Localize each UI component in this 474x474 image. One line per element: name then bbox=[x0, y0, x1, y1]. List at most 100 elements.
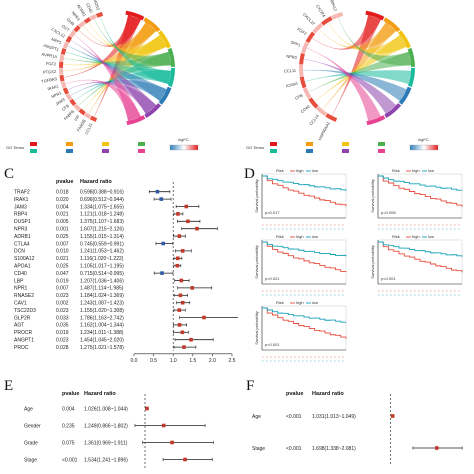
forest-row-pvalue: 0.021 bbox=[56, 212, 69, 218]
forest-row-hr: 1.241(1.053~1.462) bbox=[80, 249, 124, 255]
forest-row-label: Grade bbox=[24, 440, 38, 446]
km-curve-low bbox=[378, 241, 463, 257]
chord-a-gene-arc bbox=[59, 68, 64, 75]
forest-row-hr: 1.334(1.075~1.655) bbox=[80, 204, 124, 210]
forest-row-hr: 1.534(1.241~1.896) bbox=[84, 457, 128, 463]
chord-a-gene-label: NPR1 bbox=[50, 90, 62, 99]
chord-a-gene-label: FGF2 bbox=[46, 61, 57, 67]
forest-row-label: NPR3 bbox=[14, 227, 28, 233]
km-pvalue: p=0.021 bbox=[265, 276, 280, 281]
km-legend-high: high bbox=[412, 168, 420, 173]
forest-point bbox=[177, 308, 182, 312]
forest-row-pvalue: 0.023 bbox=[56, 293, 69, 299]
forest-row-label: ANGPT1 bbox=[14, 338, 34, 344]
forest-row-hr: 1.607(1.215~2.126) bbox=[80, 227, 124, 233]
km-curve-high bbox=[262, 307, 347, 339]
forest-col-hr: Hazard ratio bbox=[312, 391, 344, 397]
forest-row-pvalue: 0.004 bbox=[62, 406, 75, 412]
forest-row-label: IRAK1 bbox=[14, 197, 29, 203]
chord-a-gene-arc bbox=[59, 61, 64, 68]
chord-a-legend-swatch bbox=[30, 149, 37, 153]
chord-a-gene-label: JAM3 bbox=[54, 96, 66, 106]
km-ylabel: Survival probability bbox=[254, 179, 259, 213]
forest-point bbox=[195, 226, 199, 231]
chord-a-legend-swatch bbox=[138, 142, 145, 146]
forest-row-pvalue: 0.007 bbox=[56, 286, 69, 292]
chord-a-term-arc bbox=[167, 47, 175, 67]
chord-a-ribbon bbox=[94, 18, 172, 66]
chord-a-ribbon bbox=[78, 14, 142, 47]
forest-row-hr: 1.698(1.338~2.081) bbox=[312, 446, 356, 452]
forest-point bbox=[180, 330, 185, 335]
chord-b-gene-arc bbox=[299, 64, 304, 77]
km-legend-low: low bbox=[312, 234, 318, 239]
forest-col-hr: Hazard ratio bbox=[80, 179, 112, 185]
chord-b-gene-arc bbox=[308, 97, 319, 109]
forest-row-pvalue: 0.020 bbox=[56, 197, 69, 203]
chord-b-gene-label: ICAM1 bbox=[285, 80, 299, 88]
forest-row-pvalue: 0.047 bbox=[56, 271, 69, 277]
forest-col-pvalue: pvalue bbox=[56, 179, 73, 185]
forest-row-label: AGT bbox=[14, 323, 24, 329]
chord-a-gene-arc bbox=[59, 74, 65, 82]
forest-point bbox=[160, 271, 164, 275]
forest-row-hr: 1.786(1.163~2.742) bbox=[80, 315, 124, 321]
forest-point bbox=[180, 249, 185, 253]
forest-row-hr: 1.155(1.015~1.314) bbox=[80, 234, 124, 240]
forest-row-hr: 1.234(1.011~1.388) bbox=[80, 330, 124, 336]
chord-a-logfc-scale bbox=[169, 144, 199, 151]
forest-row-label: GLP2R bbox=[14, 315, 31, 321]
forest-row-pvalue: 0.025 bbox=[56, 234, 69, 240]
km-ylabel: Survival probability bbox=[254, 245, 259, 279]
km-legend-high: high bbox=[296, 168, 304, 173]
chord-a-gene-label: PTGS2 bbox=[43, 69, 57, 75]
km-curve-high bbox=[262, 175, 347, 207]
forest-row-label: S100A12 bbox=[14, 256, 35, 262]
chord-a-gene-label: AVPR1A bbox=[41, 52, 57, 60]
forest-point bbox=[434, 446, 439, 450]
chord-b-gene-arc bbox=[325, 113, 338, 122]
panel-label-d: D bbox=[244, 166, 255, 182]
chord-a-legend-swatch bbox=[66, 142, 73, 146]
chord-a-term-arc bbox=[158, 30, 172, 49]
forest-row-pvalue: 0.007 bbox=[56, 241, 69, 247]
chord-b-gene-arc bbox=[320, 16, 333, 26]
panel-label-c: C bbox=[4, 166, 15, 182]
chord-a-ribbon bbox=[88, 21, 167, 54]
km-legend-title: Risk bbox=[392, 234, 400, 239]
forest-row-pvalue: 0.025 bbox=[56, 264, 69, 270]
chord-b-ribbon bbox=[304, 70, 412, 85]
chord-a-gene-arc bbox=[73, 25, 81, 33]
chord-b-gene-arc bbox=[302, 87, 312, 100]
forest-row-pvalue: 0.004 bbox=[56, 204, 69, 210]
chord-a-gene-label: CD40 bbox=[85, 2, 94, 14]
panel-label-f: F bbox=[246, 378, 255, 394]
chord-b-term-arc bbox=[398, 86, 412, 105]
chord-a-gene-arc bbox=[60, 48, 67, 56]
chord-a-term-arc bbox=[143, 17, 161, 33]
km-curve-high bbox=[262, 241, 347, 272]
chord-a-gene-arc bbox=[83, 17, 92, 24]
forest-col-pvalue: pvalue bbox=[286, 391, 303, 397]
km-legend-high: high bbox=[296, 300, 304, 305]
forest-point bbox=[184, 204, 189, 209]
forest-row-pvalue: 0.021 bbox=[56, 256, 69, 262]
km-curve-low bbox=[262, 241, 347, 257]
forest-point bbox=[177, 234, 182, 238]
forest-row-label: PROCR bbox=[14, 330, 32, 336]
chord-b-gene-label: CXCL12 bbox=[302, 12, 317, 27]
forest-row-hr: 0.598(0.388~0.916) bbox=[80, 190, 124, 196]
chord-b-gene-label: SPP1 bbox=[290, 39, 302, 48]
chord-a-gene-arc bbox=[78, 20, 86, 28]
forest-row-hr: 1.454(1.045~2.020) bbox=[80, 338, 124, 344]
forest-row-label: Age bbox=[252, 414, 261, 420]
forest-row-label: DCN bbox=[14, 249, 25, 255]
forest-row-label: Age bbox=[24, 406, 33, 412]
forest-point bbox=[186, 219, 190, 224]
forest-row-hr: 1.031(1.013~1.049) bbox=[312, 414, 356, 420]
chord-a-gene-arc bbox=[62, 87, 69, 95]
km-legend-low: low bbox=[428, 168, 434, 173]
chord-a-legend-swatch bbox=[66, 149, 73, 153]
chord-a-gene-arc bbox=[60, 81, 67, 89]
forest-row-label: LBP bbox=[14, 278, 24, 284]
